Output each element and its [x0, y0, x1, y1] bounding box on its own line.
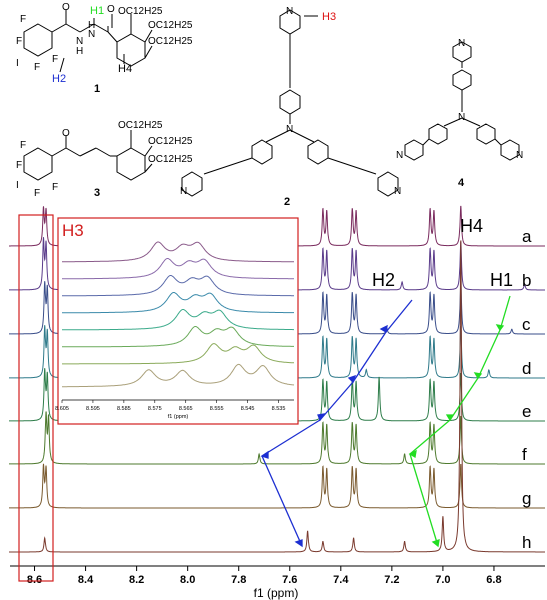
n-atom: N — [88, 29, 95, 40]
chain-label: OC12H25 — [148, 154, 193, 165]
x-tick-label: 8.2 — [129, 574, 144, 586]
structures-panel: F F I F F O N H N H O OC12H25 OC12H25 OC… — [16, 2, 523, 208]
inset-x-tick-label: 8.565 — [179, 406, 193, 412]
series-label-g: g — [522, 489, 531, 508]
chain-label: OC12H25 — [148, 36, 193, 47]
series-label-c: c — [522, 315, 531, 334]
inset-spectrum-a — [62, 241, 294, 263]
inset-spectrum-h — [62, 363, 295, 388]
f-atom: F — [16, 36, 22, 47]
i-atom: I — [16, 58, 19, 69]
f-atom: F — [34, 188, 40, 199]
h2-shift-arrows — [260, 299, 413, 548]
n-atom: N — [286, 124, 293, 135]
x-tick-label: 8.0 — [180, 574, 195, 586]
f-atom: F — [52, 54, 58, 65]
n-atom: N — [394, 186, 401, 197]
x-tick-label: 7.4 — [333, 574, 349, 586]
inset-x-tick-label: 8.575 — [148, 406, 162, 412]
series-label-a: a — [522, 227, 532, 246]
h4-label: H4 — [118, 63, 132, 75]
o-atom: O — [62, 2, 70, 13]
inset-x-tick-label: 8.605 — [55, 406, 69, 412]
h3-structure-label: H3 — [322, 11, 336, 23]
h-atom: H — [76, 46, 83, 57]
x-tick-label: 7.8 — [231, 574, 246, 586]
nmr-plot: 8.6 8.4 8.2 8.0 7.8 7.6 7.4 7.2 7.0 6.8 f1 (ppm) … — [9, 205, 545, 600]
f-atom: F — [20, 140, 26, 151]
inset-spectrum-d — [62, 292, 294, 314]
n-atom: N — [458, 38, 465, 49]
series-label-h: h — [522, 533, 531, 552]
inset-x-tick-label: 8.545 — [241, 406, 255, 412]
f-atom: F — [34, 62, 40, 73]
inset-frame — [57, 217, 299, 425]
chain-label: OC12H25 — [118, 6, 163, 17]
f-atom: F — [16, 160, 22, 171]
x-ticks: 8.6 8.4 8.2 8.0 7.8 7.6 7.4 7.2 7.0 6.8 — [27, 566, 502, 586]
compound-3-label: 3 — [94, 187, 100, 199]
x-tick-label: 8.6 — [27, 574, 42, 586]
inset-x-label: f1 (ppm) — [168, 414, 189, 420]
inset-spectrum-b — [62, 258, 294, 280]
series-label-b: b — [522, 271, 531, 290]
h1-annotation: H1 — [490, 270, 513, 290]
compound-4-structure: N N N N 4 — [396, 38, 523, 189]
inset-x-tick-label: 8.535 — [272, 406, 286, 412]
inset-x-tick-label: 8.555 — [210, 406, 224, 412]
inset-x-ticks: 8.605 8.595 8.585 8.575 8.565 8.555 8.545 8.535 — [55, 400, 285, 412]
series-label-f: f — [522, 445, 527, 464]
o-atom: O — [107, 4, 115, 15]
compound-2-label: 2 — [284, 196, 290, 208]
series-label-d: d — [522, 359, 531, 378]
chain-label: OC12H25 — [118, 120, 163, 131]
compound-1-label: 1 — [94, 83, 100, 95]
h3-inset: H3 8.605 8.595 8.585 8.575 8.565 8.555 8.545 8.… — [55, 217, 299, 425]
h2-label: H2 — [52, 73, 66, 85]
f-atom: F — [20, 14, 26, 25]
h4-annotation: H4 — [460, 216, 483, 236]
x-tick-label: 7.0 — [435, 574, 450, 586]
h1-shift-arrows — [408, 295, 511, 548]
n-atom: N — [458, 112, 465, 123]
i-atom: I — [16, 180, 19, 191]
x-tick-label: 7.6 — [282, 574, 297, 586]
series-labels: a b c d e f g h — [522, 227, 532, 552]
compound-3-structure: F F I F F O OC12H25 OC12H25 OC12H25 3 — [16, 120, 193, 199]
chain-label: OC12H25 — [148, 136, 193, 147]
h1-label: H1 — [90, 5, 104, 17]
compound-2-structure: N N N N H3 2 — [180, 6, 401, 208]
inset-x-tick-label: 8.585 — [117, 406, 131, 412]
inset-title: H3 — [62, 221, 84, 240]
x-axis-label: f1 (ppm) — [254, 586, 299, 600]
inset-x-tick-label: 8.595 — [86, 406, 100, 412]
x-tick-label: 7.2 — [384, 574, 399, 586]
compound-4-label: 4 — [458, 177, 465, 189]
compound-1-structure: F F I F F O N H N H O OC12H25 OC12H25 OC… — [16, 2, 193, 95]
h2-arrow — [59, 57, 65, 73]
n-atom: N — [76, 36, 83, 47]
spectrum-g — [9, 463, 545, 509]
h2-annotation: H2 — [372, 270, 395, 290]
n-atom: N — [516, 150, 523, 161]
inset-spectra — [62, 241, 295, 388]
inset-spectrum-c — [62, 275, 294, 297]
inset-spectrum-g — [62, 343, 294, 365]
n-atom: N — [180, 186, 187, 197]
inset-spectrum-e — [62, 309, 294, 331]
series-label-e: e — [522, 402, 531, 421]
h-atom: H — [88, 20, 95, 31]
o-atom: O — [62, 128, 70, 139]
inset-spectrum-f — [62, 326, 294, 348]
n-atom: N — [286, 6, 293, 17]
h3-highlight-box — [18, 214, 54, 582]
spectrum-f — [9, 411, 545, 465]
x-tick-label: 8.4 — [78, 574, 94, 586]
f-atom: F — [52, 182, 58, 193]
chain-label: OC12H25 — [148, 20, 193, 31]
x-tick-label: 6.8 — [486, 574, 501, 586]
spectrum-h — [9, 240, 545, 553]
n-atom: N — [396, 150, 403, 161]
